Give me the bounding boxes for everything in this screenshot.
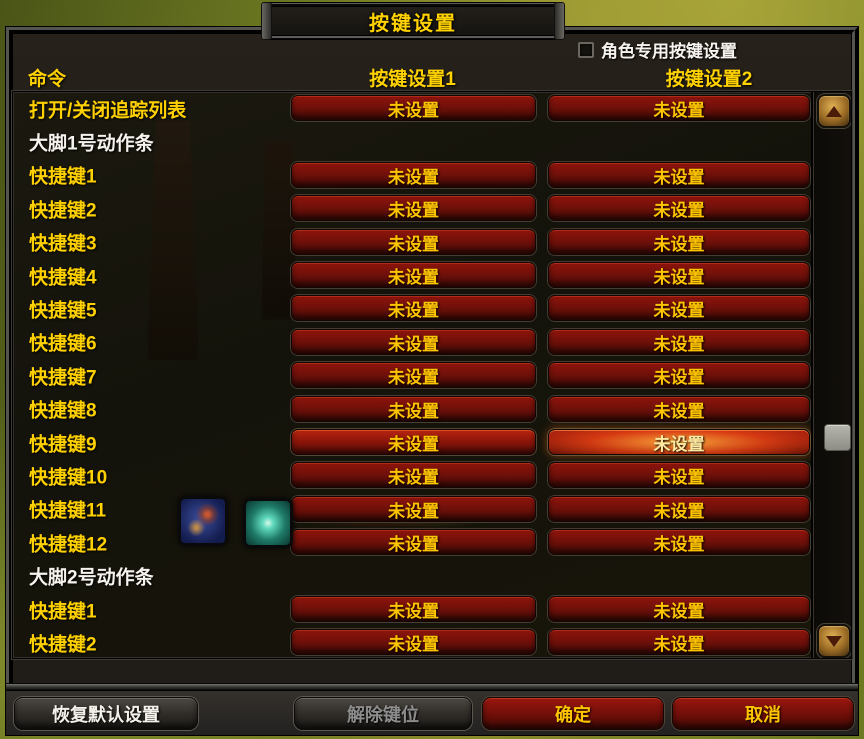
table-row: 快捷键2 未设置 未设置 bbox=[13, 626, 811, 658]
command-label: 快捷键6 bbox=[29, 333, 97, 355]
game-item-icon[interactable] bbox=[178, 496, 228, 546]
binding-list: 打开/关闭追踪列表 未设置 未设置 大脚1号动作条 快捷键1 未设置 未设置 快… bbox=[13, 92, 811, 658]
command-label: 快捷键11 bbox=[29, 500, 107, 522]
cancel-button[interactable]: 取消 bbox=[672, 697, 854, 730]
binding1-button[interactable]: 未设置 bbox=[291, 328, 536, 355]
command-label: 快捷键1 bbox=[29, 601, 97, 623]
command-label: 快捷键12 bbox=[29, 534, 108, 556]
table-row: 快捷键11 未设置 未设置 bbox=[13, 493, 811, 526]
binding2-button[interactable]: 未设置 bbox=[548, 195, 810, 222]
binding2-button[interactable]: 未设置 bbox=[548, 228, 810, 255]
column-header-binding2: 按键设置2 bbox=[665, 69, 753, 90]
command-label: 快捷键1 bbox=[29, 166, 97, 188]
table-row: 快捷键10 未设置 未设置 bbox=[13, 459, 811, 492]
binding2-button[interactable]: 未设置 bbox=[548, 395, 810, 422]
binding1-button[interactable]: 未设置 bbox=[291, 395, 536, 422]
background-tree-trunk bbox=[147, 120, 199, 360]
binding2-button[interactable]: 未设置 bbox=[548, 95, 810, 121]
binding1-button[interactable]: 未设置 bbox=[291, 362, 536, 389]
column-header-command: 命令 bbox=[28, 69, 67, 90]
binding1-button[interactable]: 未设置 bbox=[291, 95, 536, 121]
scroll-up-button[interactable] bbox=[817, 94, 851, 128]
scroll-down-button[interactable] bbox=[817, 624, 851, 658]
binding2-button[interactable]: 未设置 bbox=[548, 328, 810, 355]
table-row: 大脚2号动作条 bbox=[13, 559, 811, 592]
arrow-up-icon bbox=[826, 105, 842, 117]
binding-list-frame: 打开/关闭追踪列表 未设置 未设置 大脚1号动作条 快捷键1 未设置 未设置 快… bbox=[12, 91, 852, 659]
page-title: 按键设置 bbox=[369, 12, 457, 35]
binding2-button[interactable]: 未设置 bbox=[548, 462, 810, 489]
binding1-button[interactable]: 未设置 bbox=[291, 161, 536, 188]
table-row: 打开/关闭追踪列表 未设置 未设置 bbox=[13, 92, 811, 125]
table-row: 快捷键12 未设置 未设置 bbox=[13, 526, 811, 559]
command-label: 打开/关闭追踪列表 bbox=[29, 100, 187, 122]
keybinding-dialog: 角色专用按键设置 命令 按键设置1 按键设置2 打开/关闭追踪列表 未设置 未设… bbox=[6, 27, 858, 735]
unbind-key-button[interactable]: 解除键位 bbox=[294, 697, 472, 730]
binding2-button[interactable]: 未设置 bbox=[548, 362, 810, 389]
table-row: 快捷键6 未设置 未设置 bbox=[13, 326, 811, 359]
column-header-binding1: 按键设置1 bbox=[369, 69, 456, 90]
table-row: 大脚1号动作条 bbox=[13, 125, 811, 158]
command-label: 快捷键5 bbox=[29, 300, 97, 322]
table-row: 快捷键3 未设置 未设置 bbox=[13, 226, 811, 259]
command-label: 快捷键9 bbox=[29, 434, 97, 456]
scrollbar[interactable] bbox=[811, 92, 851, 658]
binding2-button[interactable]: 未设置 bbox=[548, 595, 810, 622]
character-specific-checkbox-row: 角色专用按键设置 bbox=[578, 37, 737, 62]
character-specific-checkbox[interactable] bbox=[578, 41, 594, 58]
table-row: 快捷键9 未设置 未设置 bbox=[13, 426, 811, 459]
command-label: 快捷键10 bbox=[29, 467, 108, 489]
binding2-button[interactable]: 未设置 bbox=[548, 529, 810, 556]
table-row: 快捷键1 未设置 未设置 bbox=[13, 159, 811, 192]
command-label: 快捷键3 bbox=[29, 233, 97, 255]
dialog-title-plate: 按键设置 bbox=[261, 2, 565, 40]
binding2-button[interactable]: 未设置 bbox=[548, 629, 810, 656]
restore-defaults-button[interactable]: 恢复默认设置 bbox=[14, 697, 198, 730]
command-label: 快捷键7 bbox=[29, 367, 97, 389]
scrollbar-thumb[interactable] bbox=[824, 424, 851, 451]
arrow-down-icon bbox=[826, 635, 842, 647]
command-label: 快捷键2 bbox=[29, 634, 97, 656]
binding1-button[interactable]: 未设置 bbox=[291, 295, 536, 322]
table-row: 快捷键2 未设置 未设置 bbox=[13, 192, 811, 225]
binding1-button[interactable]: 未设置 bbox=[291, 261, 536, 288]
binding1-button[interactable]: 未设置 bbox=[291, 595, 536, 622]
binding2-button[interactable]: 未设置 bbox=[548, 428, 810, 455]
binding1-button[interactable]: 未设置 bbox=[291, 228, 536, 255]
table-row: 快捷键4 未设置 未设置 bbox=[13, 259, 811, 292]
game-spell-icon[interactable] bbox=[243, 498, 293, 548]
command-label: 大脚2号动作条 bbox=[29, 567, 154, 589]
character-specific-label: 角色专用按键设置 bbox=[601, 42, 737, 61]
binding1-button[interactable]: 未设置 bbox=[291, 195, 536, 222]
command-label: 快捷键2 bbox=[29, 200, 97, 222]
table-row: 快捷键7 未设置 未设置 bbox=[13, 359, 811, 392]
binding1-button[interactable]: 未设置 bbox=[291, 462, 536, 489]
binding2-button[interactable]: 未设置 bbox=[548, 261, 810, 288]
binding2-button[interactable]: 未设置 bbox=[548, 295, 810, 322]
binding2-button[interactable]: 未设置 bbox=[548, 495, 810, 522]
binding1-button[interactable]: 未设置 bbox=[291, 629, 536, 656]
binding1-button[interactable]: 未设置 bbox=[291, 529, 536, 556]
table-row: 快捷键5 未设置 未设置 bbox=[13, 292, 811, 325]
binding1-button[interactable]: 未设置 bbox=[291, 495, 536, 522]
command-label: 快捷键4 bbox=[29, 267, 97, 289]
binding2-button[interactable]: 未设置 bbox=[548, 161, 810, 188]
command-label: 快捷键8 bbox=[29, 400, 97, 422]
command-label: 大脚1号动作条 bbox=[29, 133, 154, 155]
table-row: 快捷键8 未设置 未设置 bbox=[13, 393, 811, 426]
footer-divider bbox=[6, 683, 858, 691]
ok-button[interactable]: 确定 bbox=[482, 697, 664, 730]
binding1-button[interactable]: 未设置 bbox=[291, 428, 536, 455]
table-row: 快捷键1 未设置 未设置 bbox=[13, 593, 811, 626]
